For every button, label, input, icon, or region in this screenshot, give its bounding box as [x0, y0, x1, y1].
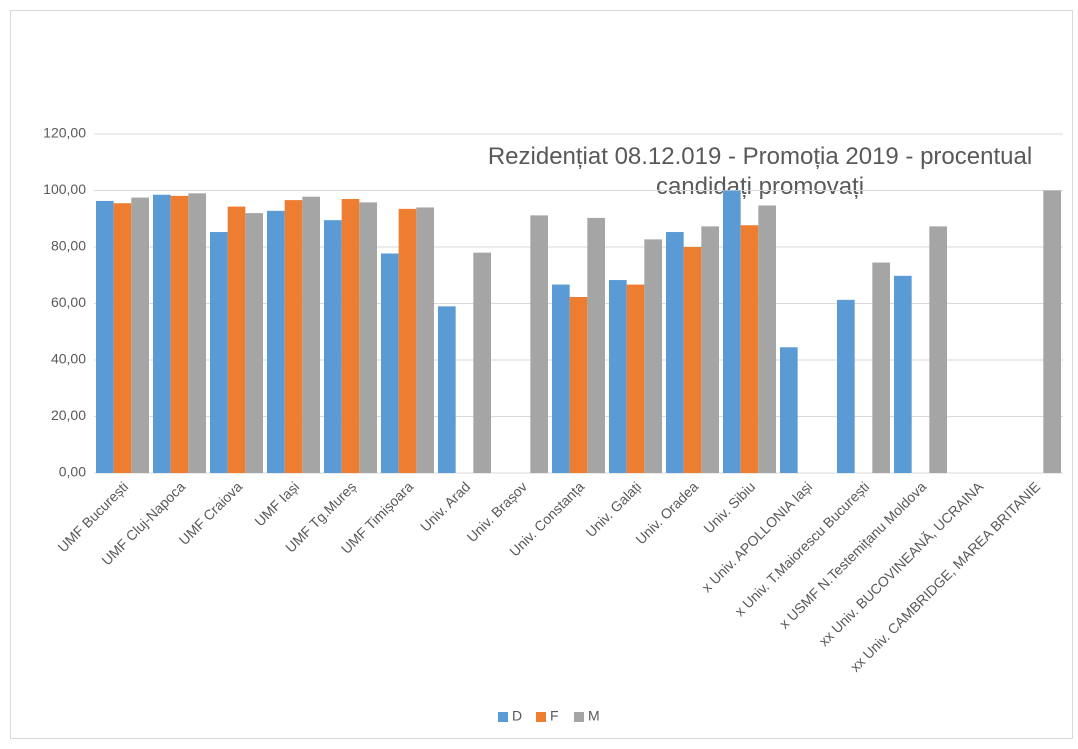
- y-tick-label: 120,00: [43, 125, 86, 141]
- bar: [416, 207, 435, 473]
- bar: [701, 226, 720, 473]
- bar: [188, 193, 207, 473]
- legend-swatch: [498, 712, 508, 722]
- bar: [380, 253, 399, 473]
- bar: [722, 190, 741, 473]
- bar: [665, 232, 684, 473]
- y-tick-label: 100,00: [43, 181, 86, 197]
- bar: [473, 252, 492, 473]
- bar: [929, 226, 948, 473]
- bar: [569, 297, 588, 473]
- bar: [341, 198, 360, 473]
- y-tick-label: 80,00: [51, 238, 86, 254]
- legend-label: M: [588, 708, 600, 724]
- bar: [323, 220, 342, 473]
- bar: [266, 210, 285, 473]
- bar: [131, 197, 150, 473]
- y-tick-label: 60,00: [51, 294, 86, 310]
- bar: [740, 225, 759, 473]
- bar: [170, 195, 189, 473]
- bar: [530, 215, 549, 474]
- bar: [587, 217, 606, 473]
- legend-label: D: [512, 708, 522, 724]
- bar: [113, 203, 132, 473]
- bar: [209, 232, 228, 473]
- bar: [1043, 190, 1062, 473]
- bar: [644, 239, 663, 473]
- bar: [683, 247, 702, 473]
- legend-label: F: [550, 708, 559, 724]
- y-tick-label: 40,00: [51, 351, 86, 367]
- legend-swatch: [574, 712, 584, 722]
- legend-swatch: [536, 712, 546, 722]
- bar: [302, 196, 321, 473]
- bar: [608, 280, 627, 473]
- bar: [836, 299, 855, 473]
- y-tick-label: 20,00: [51, 407, 86, 423]
- bar: [284, 200, 303, 474]
- bar: [227, 206, 246, 474]
- bar: [758, 205, 777, 473]
- bar: [437, 306, 456, 473]
- y-tick-label: 0,00: [59, 464, 86, 480]
- title-box: Rezidențiat 08.12.019 - Promoția 2019 - …: [487, 143, 1033, 200]
- chart-title: Rezidențiat 08.12.019 - Promoția 2019 - …: [487, 143, 1033, 200]
- bar: [872, 262, 891, 473]
- bar: [359, 202, 378, 474]
- bar: [95, 200, 114, 473]
- bar: [551, 284, 570, 473]
- bar: [779, 347, 798, 473]
- bar: [626, 284, 645, 473]
- bar: [398, 208, 417, 474]
- bar: [893, 275, 912, 473]
- bar: [245, 213, 264, 473]
- bar: [152, 194, 171, 474]
